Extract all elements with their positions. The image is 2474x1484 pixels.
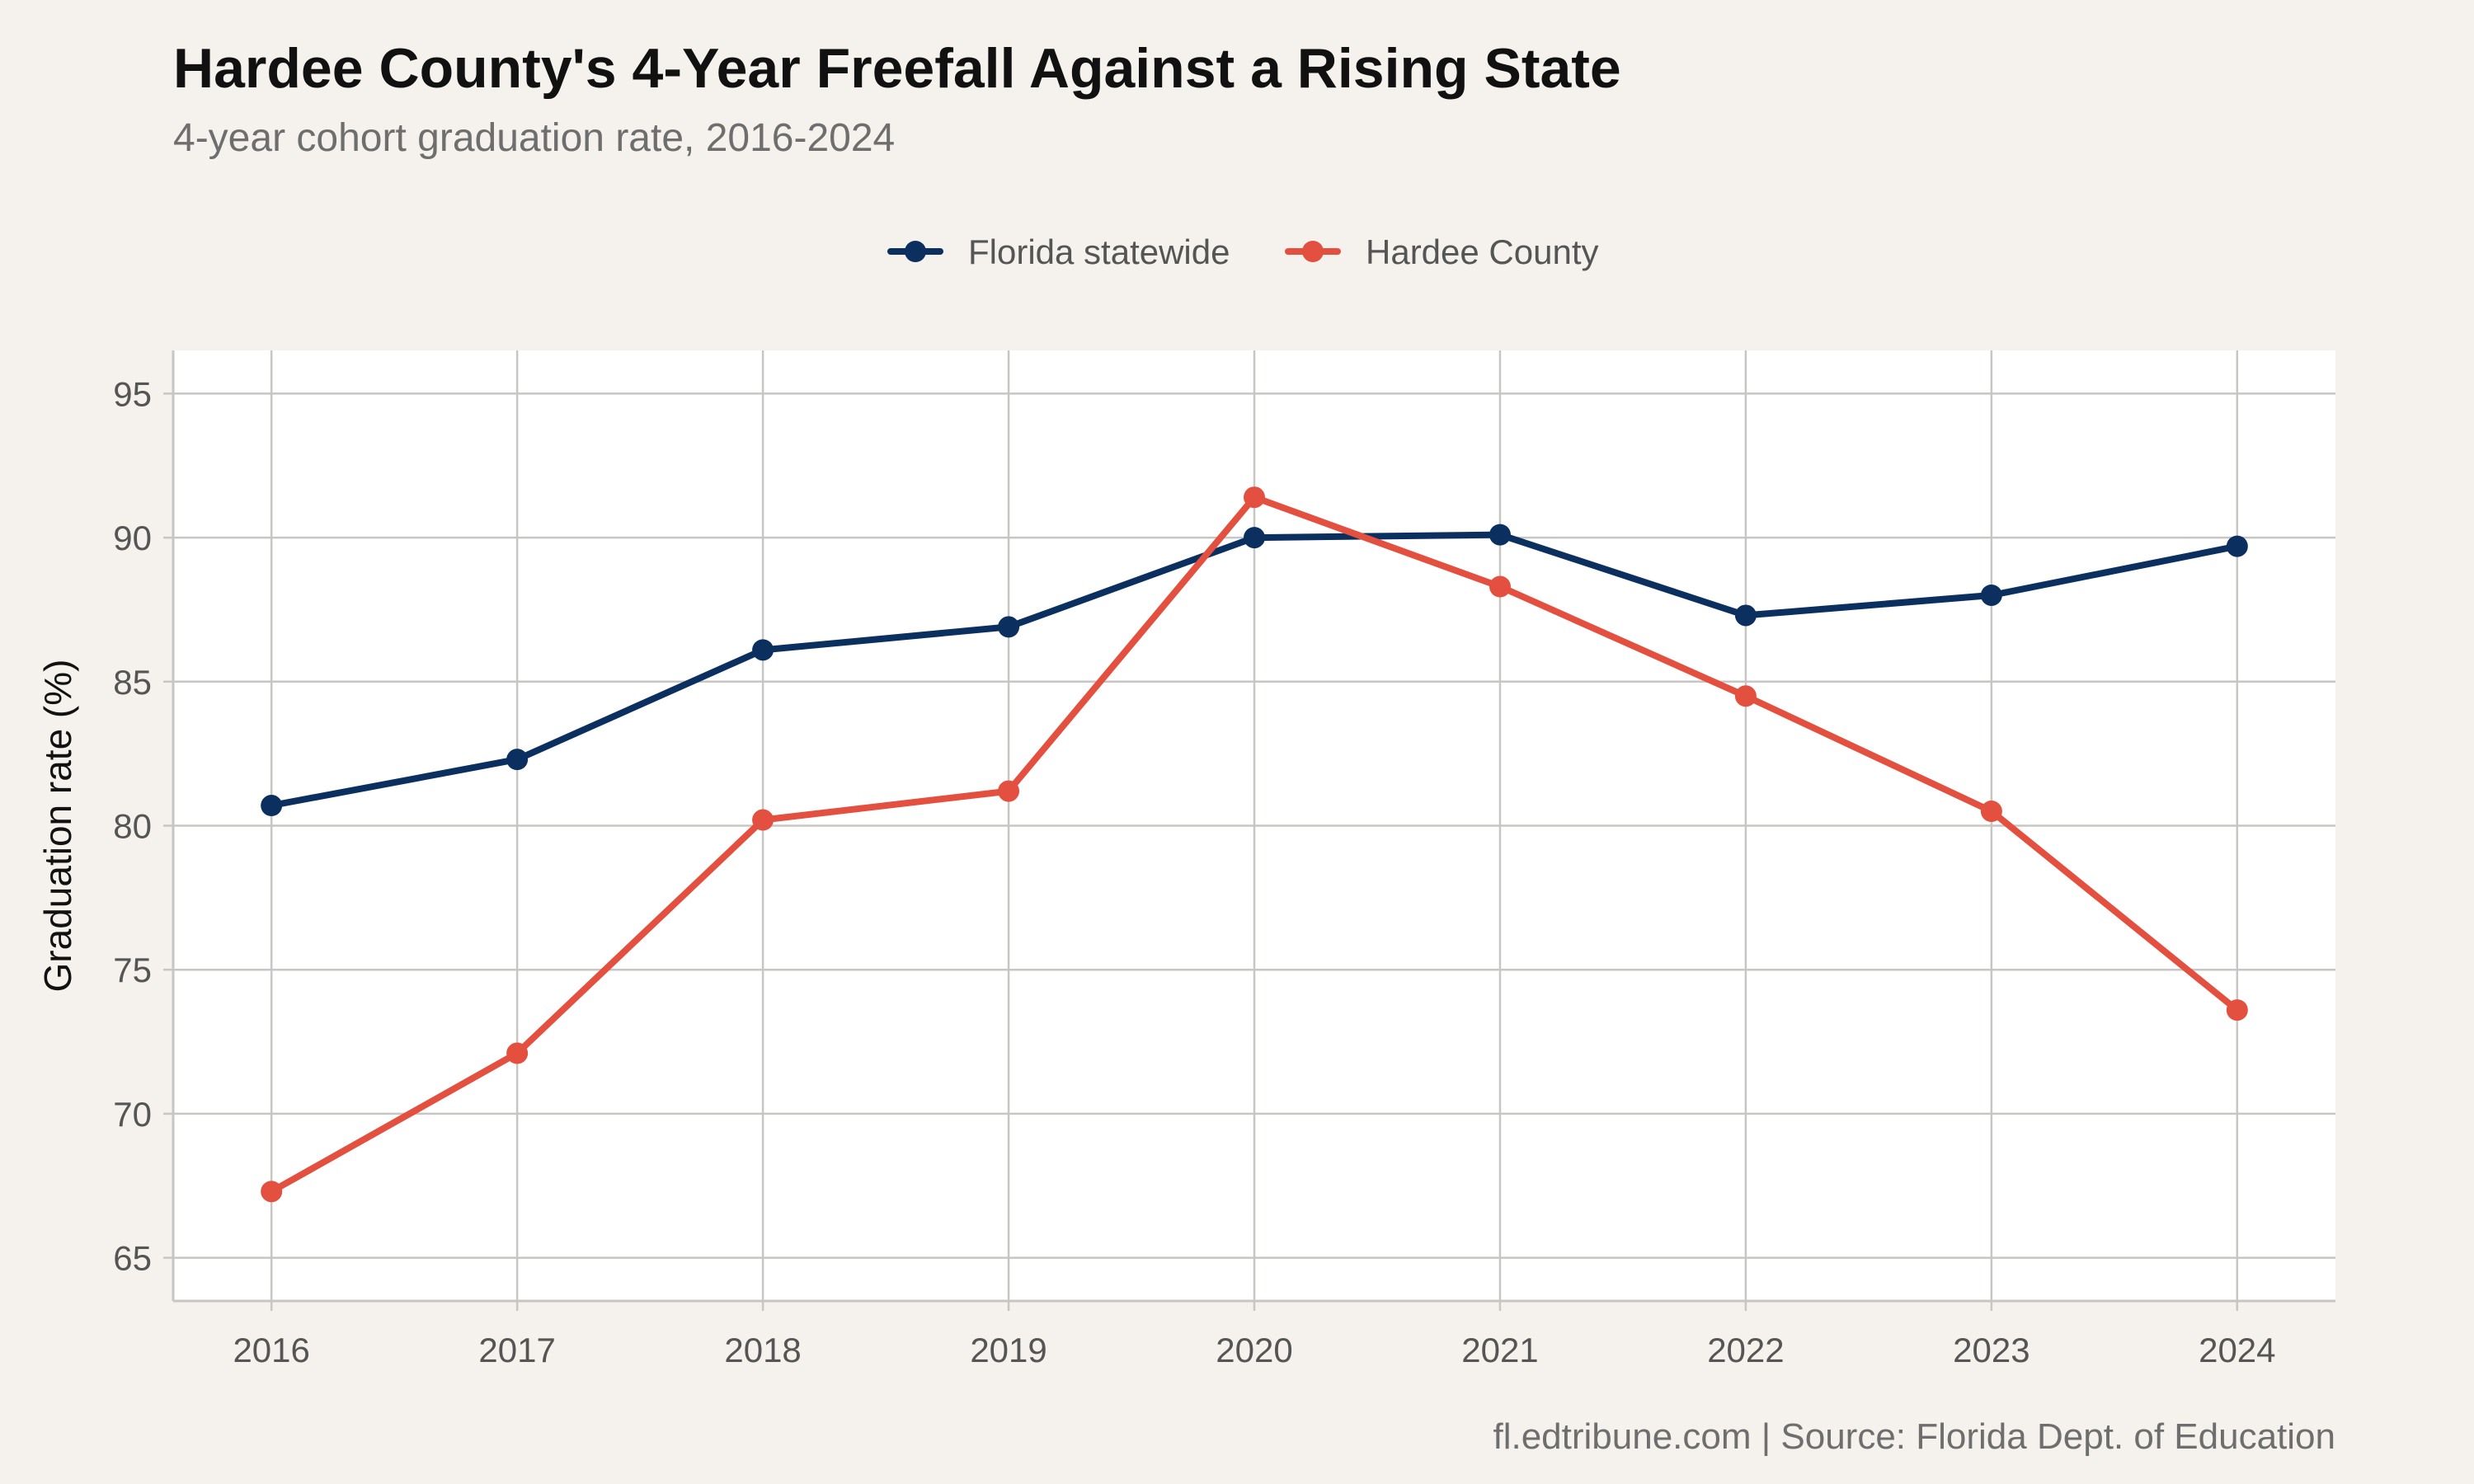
x-tick-label: 2021	[1461, 1331, 1538, 1369]
y-tick-label: 75	[113, 951, 152, 989]
data-point-florida-statewide	[1489, 524, 1511, 546]
data-point-hardee-county	[1244, 486, 1265, 509]
data-point-florida-statewide	[1734, 604, 1757, 627]
x-tick-label: 2016	[233, 1331, 309, 1369]
source-caption: fl.edtribune.com | Source: Florida Dept.…	[1493, 1416, 2335, 1457]
data-point-hardee-county	[1980, 801, 2002, 823]
y-tick-label: 95	[113, 374, 152, 413]
data-point-hardee-county	[2226, 999, 2248, 1021]
data-point-florida-statewide	[261, 795, 283, 817]
y-tick-label: 80	[113, 807, 152, 846]
data-point-hardee-county	[998, 780, 1020, 802]
x-tick-label: 2020	[1216, 1331, 1292, 1369]
y-tick-label: 70	[113, 1095, 152, 1134]
chart-subtitle: 4-year cohort graduation rate, 2016-2024	[173, 116, 896, 160]
chart-title: Hardee County's 4-Year Freefall Against …	[173, 37, 1621, 100]
y-tick-label: 85	[113, 663, 152, 702]
legend-label-florida-statewide: Florida statewide	[968, 232, 1230, 271]
data-point-florida-statewide	[752, 639, 774, 661]
x-tick-label: 2019	[970, 1331, 1047, 1369]
data-point-hardee-county	[752, 809, 774, 831]
y-axis-title: Graduation rate (%)	[36, 660, 79, 993]
legend-label-hardee-county: Hardee County	[1366, 232, 1599, 271]
data-point-florida-statewide	[998, 616, 1020, 638]
x-tick-label: 2017	[478, 1331, 555, 1369]
x-tick-label: 2023	[1953, 1331, 2030, 1369]
x-tick-label: 2018	[724, 1331, 801, 1369]
x-tick-label: 2024	[2199, 1331, 2275, 1369]
data-point-hardee-county	[1489, 575, 1511, 598]
data-point-florida-statewide	[1244, 527, 1265, 549]
legend-key-point-hardee-county	[1302, 241, 1324, 262]
data-point-hardee-county	[261, 1181, 283, 1203]
y-tick-label: 65	[113, 1239, 152, 1278]
data-point-florida-statewide	[2226, 535, 2248, 557]
y-tick-label: 90	[113, 519, 152, 557]
data-point-hardee-county	[1734, 685, 1757, 707]
data-point-hardee-county	[506, 1042, 529, 1064]
legend-key-point-florida-statewide	[905, 241, 926, 262]
data-point-florida-statewide	[506, 749, 529, 771]
data-point-florida-statewide	[1980, 584, 2002, 606]
x-tick-label: 2022	[1707, 1331, 1784, 1369]
